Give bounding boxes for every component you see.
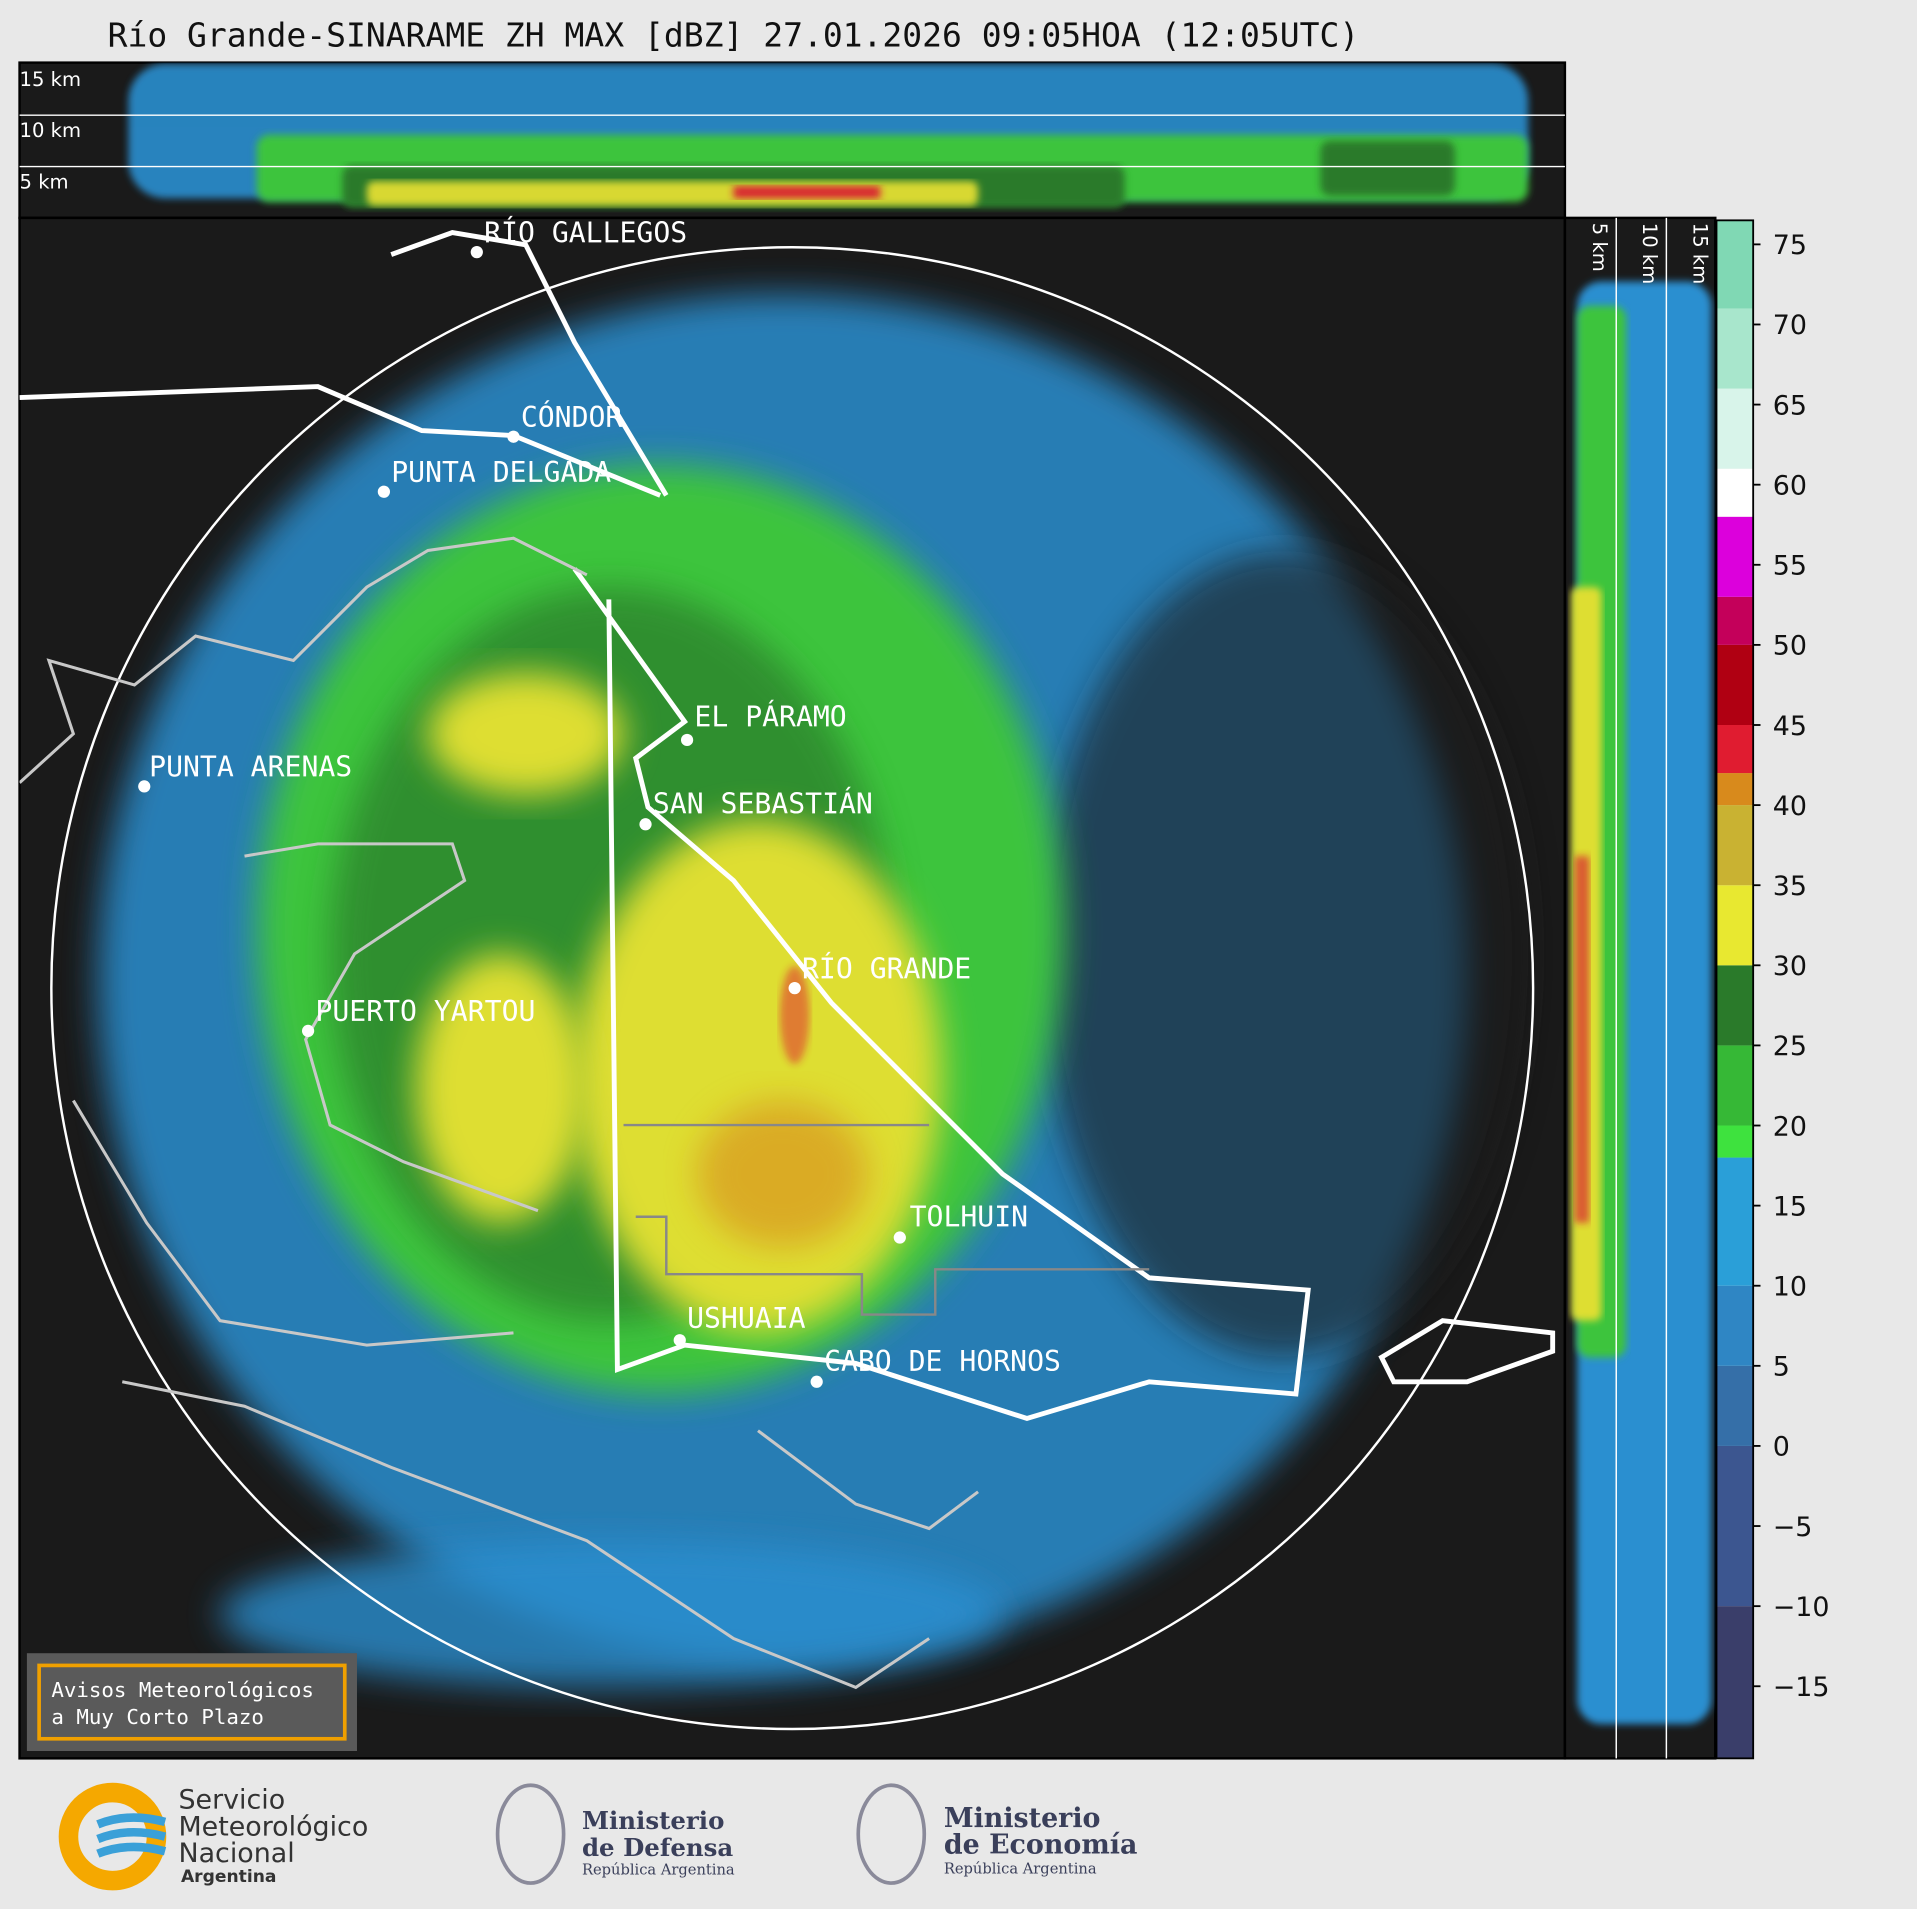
colorbar-tick-label: 15 (1773, 1191, 1807, 1222)
height-label: 5 km (1588, 223, 1611, 272)
right-echo (1571, 281, 1712, 1725)
colorbar-segment (1716, 388, 1754, 469)
logo-text: República Argentina (582, 1861, 735, 1878)
city-label: PUNTA ARENAS (149, 751, 352, 784)
colorbar-tick-label: 20 (1773, 1111, 1807, 1142)
city-label: SAN SEBASTIÁN (653, 786, 873, 820)
colorbar-segment (1716, 1045, 1754, 1126)
coastlines (19, 230, 1556, 1690)
logo-text: Ministerio (582, 1806, 724, 1835)
city-label: EL PÁRAMO (694, 699, 846, 733)
height-label: 10 km (1638, 223, 1661, 284)
colorbar-tick-label: 70 (1773, 310, 1807, 341)
height-label: 15 km (1688, 223, 1711, 284)
colorbar-tick-label: 0 (1773, 1432, 1790, 1463)
logo-text: República Argentina (944, 1860, 1097, 1877)
colorbar-tick-label: 45 (1773, 711, 1807, 742)
colorbar-segment (1716, 724, 1754, 774)
colorbar-segment (1716, 308, 1754, 389)
colorbar-segment (1716, 220, 1754, 309)
notice-text: Avisos Meteorológicos (51, 1678, 314, 1702)
colorbar-frame (1715, 219, 1755, 1760)
notice-border (37, 1663, 347, 1741)
notice-box (26, 1653, 357, 1752)
smn-waves (96, 1813, 167, 1858)
range-ring (50, 246, 1535, 1731)
colorbar-tick-label: 65 (1773, 390, 1807, 421)
colorbar-tick-label: 25 (1773, 1031, 1807, 1062)
colorbar-tick-label: 10 (1773, 1272, 1807, 1303)
logo-text: Servicio (178, 1784, 285, 1815)
colorbar-tick-label: 50 (1773, 631, 1807, 662)
city-label: USHUAIA (687, 1302, 806, 1335)
colorbar-segment (1716, 773, 1754, 806)
colorbar-segment (1716, 644, 1754, 725)
logo-text: de Economía (944, 1830, 1138, 1861)
colorbar-tick-label: 35 (1773, 871, 1807, 902)
logo-text: Ministerio (944, 1803, 1101, 1834)
colorbar-segment (1716, 1445, 1754, 1607)
notice-text: a Muy Corto Plazo (51, 1705, 264, 1729)
height-label: 5 km (20, 171, 69, 194)
city-label: CÓNDOR (521, 400, 623, 434)
colorbar-tick-label: 40 (1773, 791, 1807, 822)
city-label: PUERTO YARTOU (315, 995, 535, 1028)
colorbar-segment (1716, 596, 1754, 645)
emblem (495, 1783, 566, 1885)
city-label: RÍO GRANDE (802, 951, 971, 985)
colorbar-segment (1716, 1285, 1754, 1366)
colorbar-segment (1716, 965, 1754, 1046)
colorbar-tick-label: 30 (1773, 951, 1807, 982)
colorbar-segment (1716, 468, 1754, 517)
city-label: PUNTA DELGADA (391, 456, 611, 489)
colorbar-tick-label: −5 (1773, 1512, 1813, 1543)
city-label: RÍO GALLEGOS (484, 215, 687, 249)
radar-echo (97, 293, 1529, 1688)
colorbar-segment (1716, 516, 1754, 597)
colorbar-tick-label: 60 (1773, 470, 1807, 501)
title: Río Grande-SINARAME ZH MAX [dBZ] 27.01.2… (108, 16, 1360, 55)
top-echo (128, 63, 1529, 209)
city-label: TOLHUIN (910, 1201, 1028, 1234)
logo-text: de Defensa (582, 1833, 733, 1862)
colorbar-segment (1716, 1125, 1754, 1158)
colorbar-segment (1716, 1157, 1754, 1286)
colorbar-tick-label: −10 (1773, 1592, 1830, 1623)
colorbar-tick-label: 75 (1773, 230, 1807, 261)
colorbar-segment (1716, 885, 1754, 966)
logo-text: Argentina (181, 1867, 276, 1887)
logo-text: Nacional (178, 1838, 294, 1869)
colorbar-tick-label: 5 (1773, 1352, 1790, 1383)
colorbar-segment (1716, 805, 1754, 886)
height-label: 15 km (20, 68, 81, 91)
colorbar-tick-label: −15 (1773, 1672, 1830, 1703)
colorbar-tick-label: 55 (1773, 551, 1807, 582)
city-label: CABO DE HORNOS (824, 1345, 1061, 1378)
city-dots (138, 246, 906, 1388)
height-label: 10 km (20, 119, 81, 142)
colorbar-segment (1716, 1365, 1754, 1446)
emblem (856, 1783, 927, 1885)
colorbar-segment (1716, 1606, 1754, 1759)
logo-text: Meteorológico (178, 1811, 368, 1842)
